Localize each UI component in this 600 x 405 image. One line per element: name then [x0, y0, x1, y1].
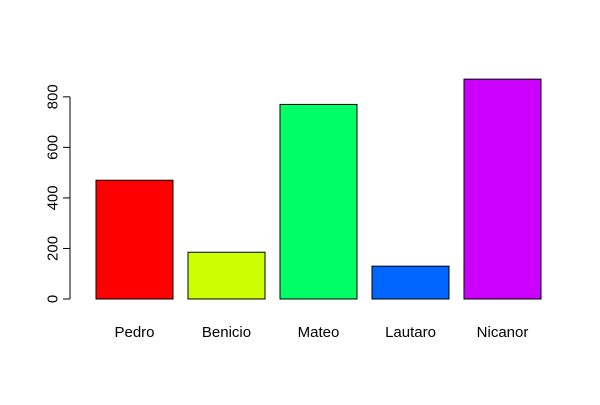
y-tick-label: 200 [45, 236, 62, 261]
bars-group [95, 78, 542, 300]
x-axis-labels: Pedro Benicio Mateo Lautaro Nicanor [114, 324, 528, 341]
x-tick-label: Lautaro [385, 324, 436, 341]
y-tick-label: 0 [45, 295, 62, 303]
y-tick-label: 800 [45, 84, 62, 109]
y-tick-label: 600 [45, 135, 62, 160]
bar-mateo [279, 103, 358, 300]
x-tick-label: Mateo [298, 324, 340, 341]
bar-lautaro [371, 265, 450, 300]
y-axis: 0 200 400 600 800 [45, 84, 71, 303]
bar-nicanor [463, 78, 542, 300]
bar-pedro [95, 179, 174, 300]
y-tick-label: 400 [45, 185, 62, 210]
x-tick-label: Pedro [114, 324, 154, 341]
bar-benicio [187, 251, 266, 300]
x-tick-label: Benicio [202, 324, 251, 341]
x-tick-label: Nicanor [477, 324, 529, 341]
